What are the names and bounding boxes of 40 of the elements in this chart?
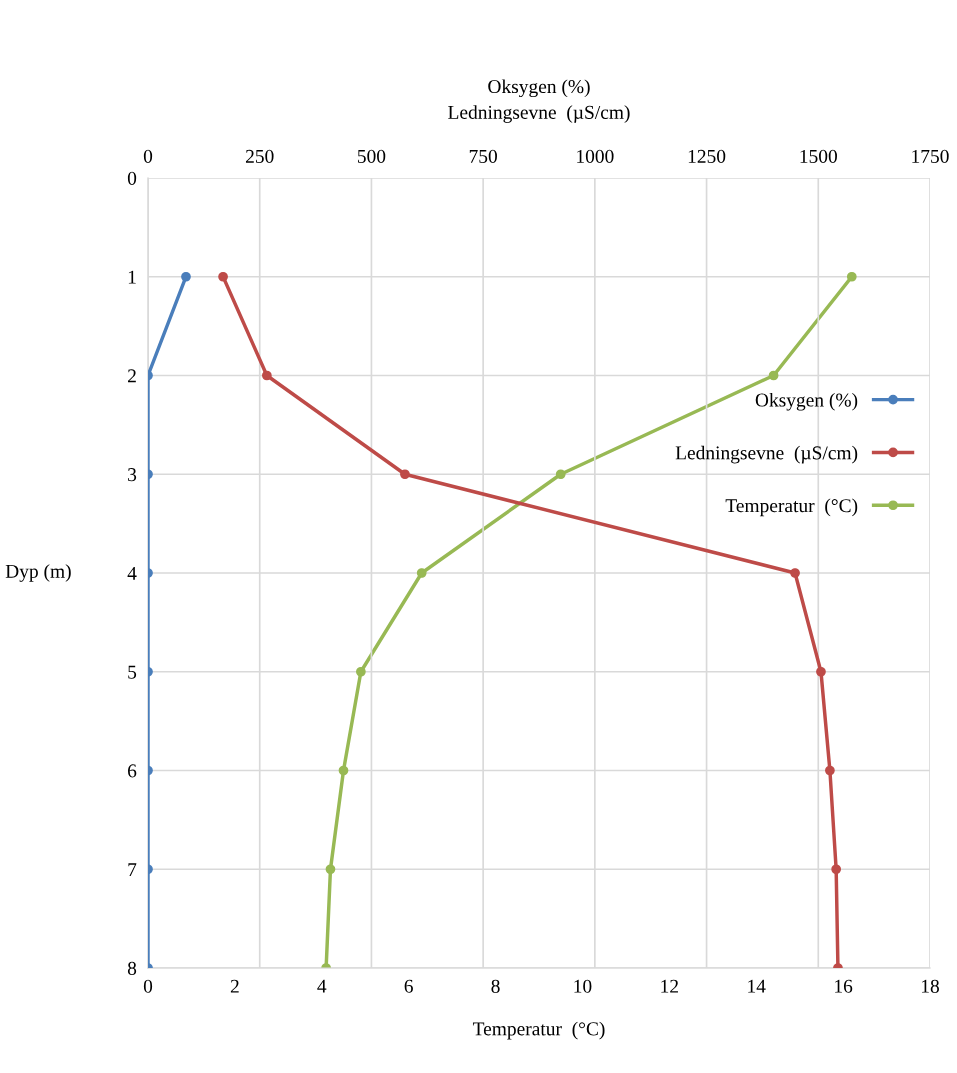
x-tick-label: 4 (317, 979, 327, 993)
x-tick-label: 0 (143, 979, 153, 993)
point (846, 271, 857, 282)
x2-axis-title: Oksygen (%) Ledningsevne (µS/cm) (448, 79, 630, 123)
y-tick-label: 0 (127, 171, 137, 185)
point (416, 568, 427, 578)
x-tick-label: 10 (574, 979, 592, 993)
point (356, 666, 366, 677)
point (338, 765, 349, 776)
y-tick-label: 1 (128, 270, 136, 284)
point (325, 864, 336, 875)
x2-tick-label: 1000 (577, 149, 614, 163)
x-tick-label: 2 (230, 979, 239, 993)
x2-tick-label: 0 (143, 149, 153, 163)
x2-tick-label: 250 (245, 149, 274, 163)
y-tick-label: 5 (128, 665, 137, 679)
y-tick-label: 7 (128, 863, 137, 876)
x2-tick-label: 1750 (912, 149, 949, 163)
legend-label: Ledningsevne (µS/cm) (675, 445, 858, 464)
y-tick-label: 8 (127, 961, 137, 975)
x-axis-title: Temperatur (°C) (472, 1021, 605, 1040)
x2-tick-label: 500 (357, 149, 386, 163)
legend-label: Oksygen (%) (755, 392, 858, 411)
x2-tick-label: 1500 (800, 149, 837, 163)
x-tick-label: 12 (661, 979, 678, 993)
x-tick-label: 6 (404, 979, 413, 993)
x2-tick-label: 1250 (688, 149, 726, 163)
y-tick-label: 6 (128, 764, 137, 778)
y-tick-label: 2 (128, 369, 136, 383)
x-tick-label: 18 (921, 979, 939, 993)
x-tick-label: 14 (748, 979, 766, 993)
x-tick-label: 16 (835, 979, 853, 993)
point (555, 469, 566, 480)
y-tick-label: 3 (128, 468, 137, 482)
y-tick-label: 4 (127, 566, 137, 580)
legend-label: Temperatur (°C) (725, 498, 858, 517)
x2-tick-label: 750 (469, 149, 497, 163)
x-tick-label: 8 (491, 979, 500, 993)
y-axis-title: Dyp (m) (5, 564, 71, 582)
point (768, 370, 779, 381)
